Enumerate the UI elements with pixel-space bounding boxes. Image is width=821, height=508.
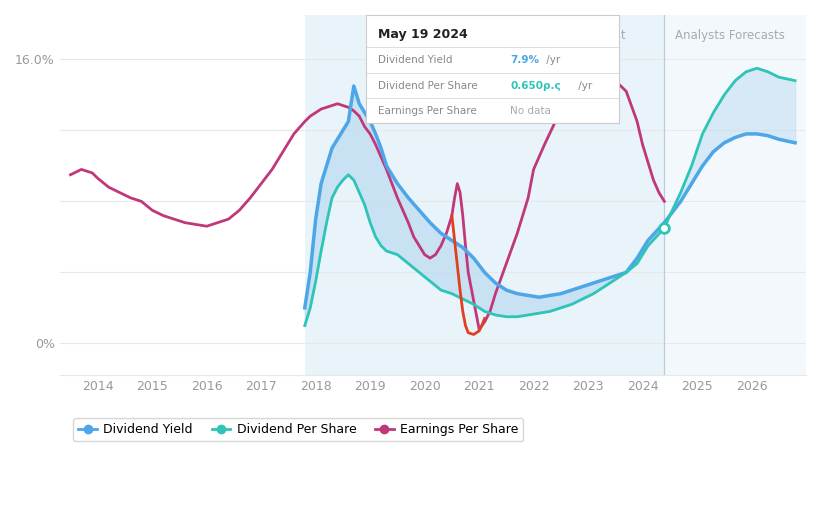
Legend: Dividend Yield, Dividend Per Share, Earnings Per Share: Dividend Yield, Dividend Per Share, Earn… [73, 418, 524, 441]
Bar [664, 15, 806, 375]
Text: Past: Past [602, 28, 626, 42]
Bar [305, 15, 664, 375]
Text: Analysts Forecasts: Analysts Forecasts [675, 28, 785, 42]
